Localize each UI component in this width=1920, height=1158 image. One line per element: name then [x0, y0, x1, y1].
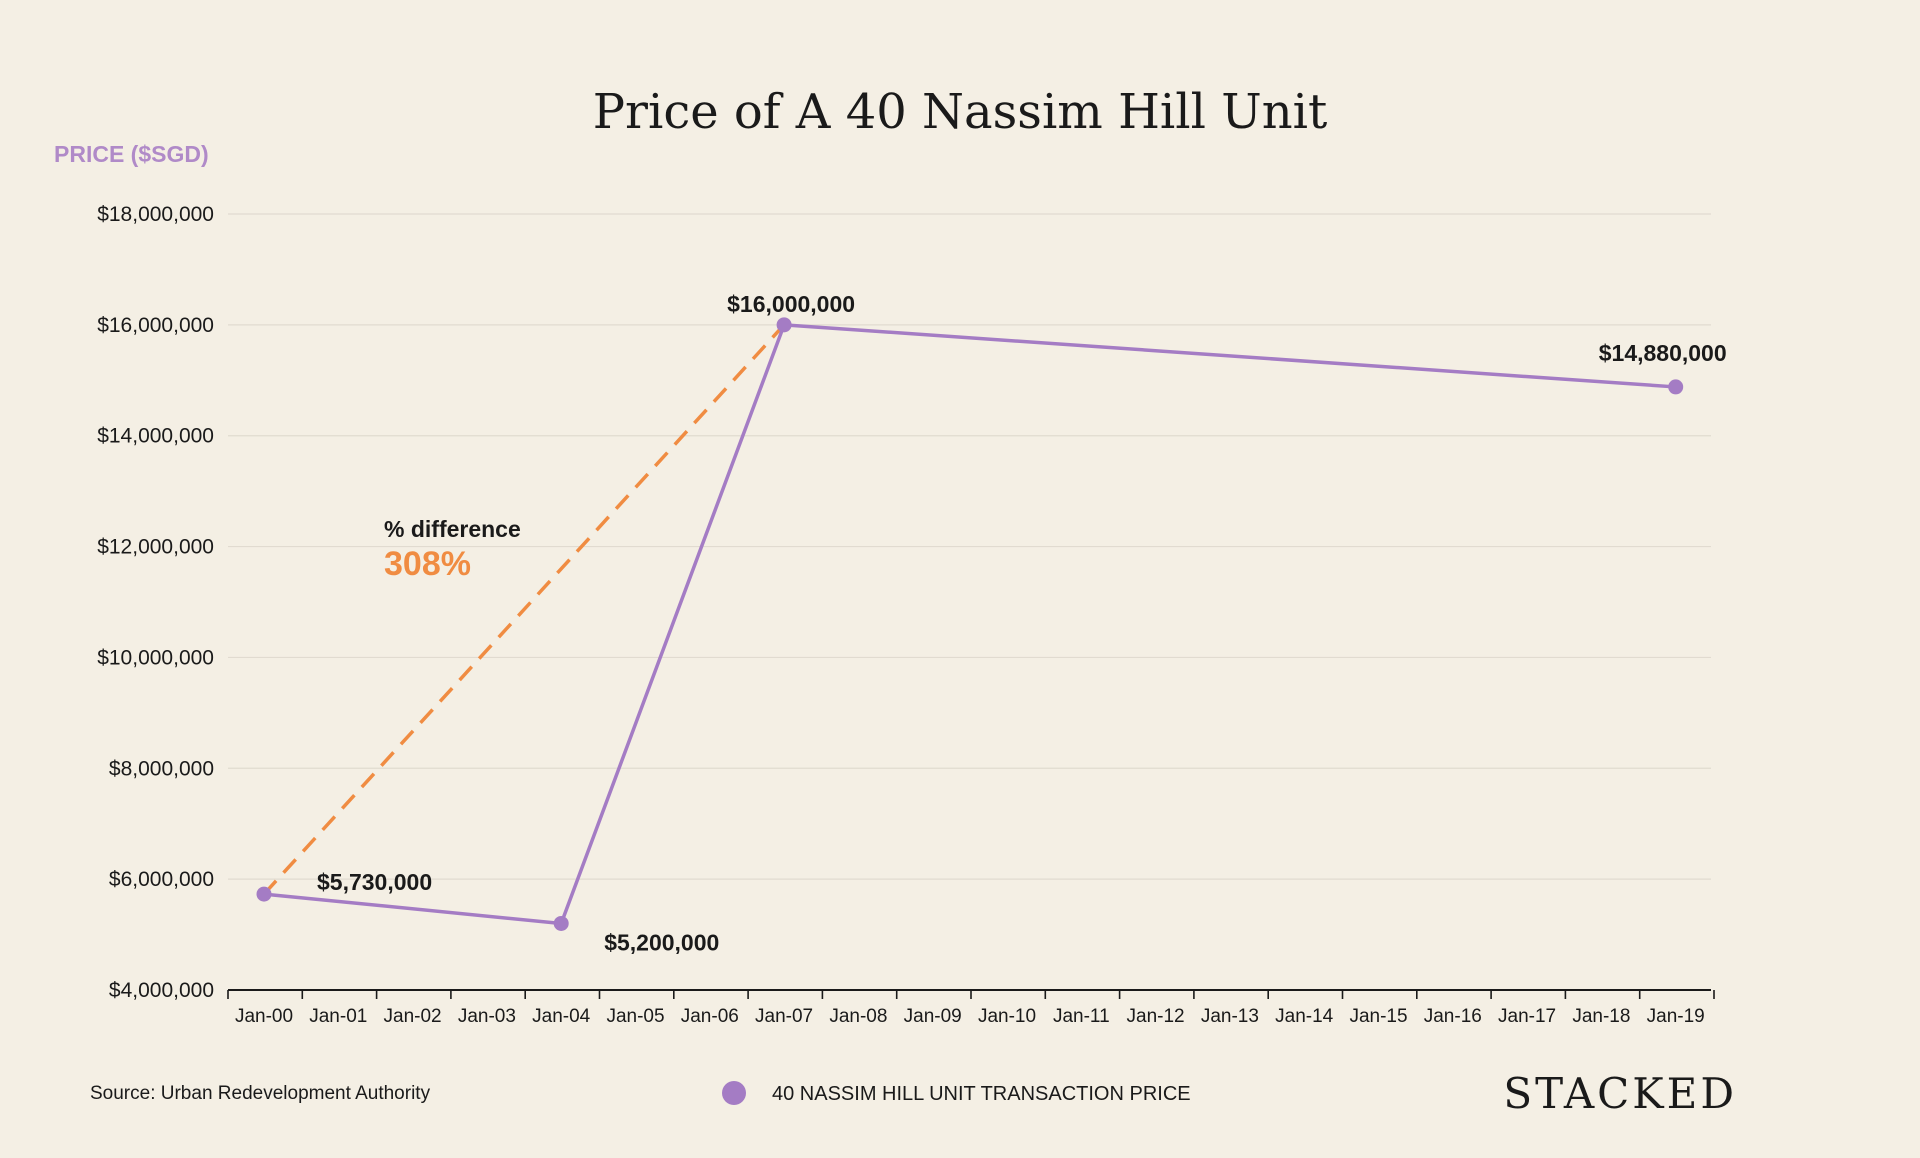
x-tick-label: Jan-15 [1349, 1006, 1407, 1027]
x-tick-label: Jan-02 [384, 1006, 442, 1027]
y-tick-label: $10,000,000 [97, 646, 214, 669]
x-tick-label: Jan-01 [309, 1006, 367, 1027]
x-tick-label: Jan-16 [1424, 1006, 1482, 1027]
x-tick-label: Jan-03 [458, 1006, 516, 1027]
series-transaction-price: $5,730,000 $5,200,000 $16,000,000 $14,880,0… [256, 291, 1727, 955]
x-tick-label: Jan-04 [532, 1006, 591, 1027]
x-axis: Jan-00 Jan-01 Jan-02 Jan-03 Jan-04 Jan-05 Jan-… [227, 989, 1715, 1027]
brand-logo: STACKED [1503, 1069, 1737, 1118]
x-tick-label: Jan-07 [755, 1006, 813, 1027]
x-tick-label: Jan-18 [1572, 1006, 1630, 1027]
data-point [256, 886, 272, 902]
x-tick-label: Jan-13 [1201, 1006, 1259, 1027]
data-label: $14,880,000 [1599, 340, 1727, 366]
data-label: $5,730,000 [317, 869, 432, 895]
y-tick-label: $18,000,000 [97, 203, 214, 226]
y-tick-label: $8,000,000 [109, 757, 214, 780]
x-tick-label: Jan-05 [606, 1006, 664, 1027]
chart-title: Price of A 40 Nassim Hill Unit [593, 84, 1328, 140]
x-tick-label: Jan-00 [235, 1006, 293, 1027]
x-tick-label: Jan-17 [1498, 1006, 1556, 1027]
x-tick-label: Jan-08 [829, 1006, 887, 1027]
source-note: Source: Urban Redevelopment Authority [90, 1083, 431, 1104]
x-tick-label: Jan-06 [681, 1006, 739, 1027]
x-tick-label: Jan-19 [1647, 1006, 1705, 1027]
y-tick-label: $16,000,000 [97, 314, 214, 337]
data-point [553, 915, 569, 931]
x-tick-label: Jan-11 [1053, 1006, 1110, 1027]
y-tick-label: $6,000,000 [109, 868, 214, 891]
y-axis-ticks: $4,000,000 $6,000,000 $8,000,000 $10,000,00… [97, 203, 214, 1002]
legend-label: 40 NASSIM HILL UNIT TRANSACTION PRICE [772, 1083, 1191, 1105]
percent-difference-annotation: % difference 308% [262, 323, 786, 896]
y-tick-label: $4,000,000 [109, 979, 214, 1002]
y-tick-label: $14,000,000 [97, 425, 214, 448]
annotation-value: 308% [384, 545, 471, 583]
annotation-label: % difference [384, 516, 521, 542]
x-tick-label: Jan-12 [1127, 1006, 1185, 1027]
data-point [1668, 379, 1684, 395]
y-axis-title: PRICE ($SGD) [54, 141, 209, 167]
gridlines [228, 213, 1711, 880]
y-tick-label: $12,000,000 [97, 536, 214, 559]
x-tick-label: Jan-14 [1275, 1006, 1334, 1027]
legend: 40 NASSIM HILL UNIT TRANSACTION PRICE [722, 1081, 1191, 1105]
series-line [263, 323, 1676, 926]
data-label: $5,200,000 [604, 929, 719, 955]
percent-difference-dashed-line [262, 323, 786, 896]
data-point [776, 317, 792, 333]
legend-marker [722, 1081, 746, 1105]
x-tick-label: Jan-10 [978, 1006, 1036, 1027]
x-tick-label: Jan-09 [904, 1006, 962, 1027]
data-label: $16,000,000 [727, 291, 855, 317]
